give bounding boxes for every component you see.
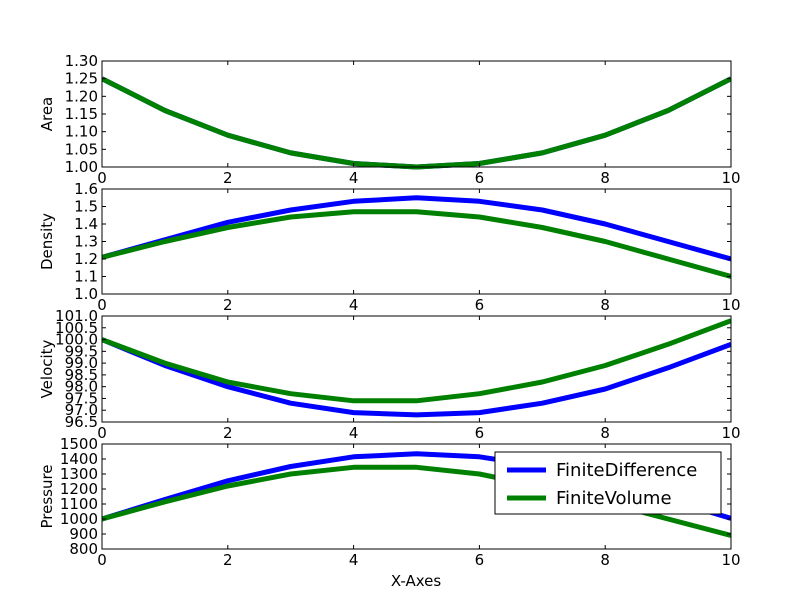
density-x-tick-label: 4 xyxy=(349,296,359,314)
pressure-y-tick-label: 800 xyxy=(69,540,98,558)
density-y-tick-label: 1.6 xyxy=(74,180,98,198)
velocity-y-tick-label: 99.5 xyxy=(65,342,98,360)
density-x-tick-label: 0 xyxy=(97,296,107,314)
pressure-x-tick-label: 4 xyxy=(349,551,359,569)
velocity-series-finite-volume-line xyxy=(102,318,731,404)
velocity-y-tick-label: 100.0 xyxy=(55,331,98,349)
velocity-y-tick-label: 99.0 xyxy=(65,354,98,372)
velocity-y-tick-label: 101.0 xyxy=(55,307,98,325)
density-x-tick-label: 6 xyxy=(475,296,485,314)
velocity-y-axis-label: Velocity xyxy=(38,339,56,398)
area-y-tick-label: 1.10 xyxy=(65,123,98,141)
area-subplot: 0 2 4 6 8 10 1.001.051.101.151.201.251.30 Area xyxy=(38,52,741,187)
velocity-plot-frame xyxy=(101,315,732,423)
velocity-y-tick-label: 97.0 xyxy=(65,401,98,419)
velocity-x-tick-label: 2 xyxy=(223,424,233,442)
pressure-y-tick-label: 1100 xyxy=(60,495,98,513)
velocity-y-tick-label: 97.5 xyxy=(65,389,98,407)
velocity-x-tick-label: 8 xyxy=(600,424,610,442)
density-x-tick-label: 10 xyxy=(721,296,740,314)
pressure-x-tick-label: 8 xyxy=(600,551,610,569)
pressure-y-axis-label: Pressure xyxy=(38,464,56,528)
area-y-tick-label: 1.20 xyxy=(65,87,98,105)
density-subplot: 0 2 4 6 8 10 1.01.11.21.31.41.51.6 Density xyxy=(38,180,741,314)
velocity-subplot: 0 2 4 6 8 10 96.597.097.598.098.599.099.5100.0… xyxy=(38,307,741,442)
area-x-tick-label: 10 xyxy=(721,169,740,187)
pressure-x-tick-label: 6 xyxy=(475,551,485,569)
pressure-x-tick-label: 10 xyxy=(721,551,740,569)
legend-box xyxy=(494,451,722,515)
pressure-y-tick-label: 1300 xyxy=(60,465,98,483)
subplots: 0 2 4 6 8 101.001.051.101.151.201.251.30Area0… xyxy=(38,52,741,569)
velocity-y-tick-label: 98.0 xyxy=(65,378,98,396)
velocity-series-finite-difference-line xyxy=(102,337,731,418)
area-y-tick-label: 1.15 xyxy=(65,105,98,123)
area-x-tick-label: 8 xyxy=(600,169,610,187)
velocity-y-tick-label: 96.5 xyxy=(65,413,98,431)
area-y-tick-label: 1.00 xyxy=(65,158,98,176)
velocity-y-tick-label: 98.5 xyxy=(65,366,98,384)
density-y-tick-label: 1.2 xyxy=(74,250,98,268)
velocity-x-tick-label: 0 xyxy=(97,424,107,442)
velocity-x-tick-label: 10 xyxy=(721,424,740,442)
density-y-tick-label: 1.0 xyxy=(74,285,98,303)
pressure-y-tick-label: 1200 xyxy=(60,480,98,498)
area-x-tick-label: 0 xyxy=(97,169,107,187)
pressure-y-tick-label: 1000 xyxy=(60,510,98,528)
density-y-axis-label: Density xyxy=(38,213,56,270)
density-y-tick-label: 1.5 xyxy=(74,198,98,216)
legend-label-finite-volume: FiniteVolume xyxy=(556,488,672,509)
density-x-tick-label: 2 xyxy=(223,296,233,314)
x-axis-label: X-Axes xyxy=(391,572,442,590)
area-y-tick-label: 1.30 xyxy=(65,52,98,70)
density-series-finite-volume-line xyxy=(102,209,731,279)
density-y-tick-label: 1.3 xyxy=(74,233,98,251)
velocity-x-tick-label: 6 xyxy=(475,424,485,442)
area-x-tick-label: 4 xyxy=(349,169,359,187)
density-x-tick-label: 8 xyxy=(600,296,610,314)
area-y-tick-label: 1.25 xyxy=(65,70,98,88)
legend-label-finite-difference: FiniteDifference xyxy=(556,460,697,481)
legend: FiniteDifference FiniteVolume xyxy=(494,451,722,515)
pressure-x-tick-label: 0 xyxy=(97,551,107,569)
pressure-y-tick-label: 1500 xyxy=(60,435,98,453)
pressure-y-tick-label: 1400 xyxy=(60,450,98,468)
density-y-tick-label: 1.1 xyxy=(74,268,98,286)
area-y-axis-label: Area xyxy=(38,97,56,132)
area-y-tick-label: 1.05 xyxy=(65,140,98,158)
area-x-tick-label: 6 xyxy=(475,169,485,187)
density-series-finite-difference-line xyxy=(102,195,731,262)
pressure-plot-frame xyxy=(101,443,732,550)
pressure-x-tick-label: 2 xyxy=(223,551,233,569)
pressure-y-tick-label: 900 xyxy=(69,525,98,543)
area-x-tick-label: 2 xyxy=(223,169,233,187)
density-y-tick-label: 1.4 xyxy=(74,215,98,233)
velocity-x-tick-label: 4 xyxy=(349,424,359,442)
velocity-y-tick-label: 100.5 xyxy=(55,319,98,337)
